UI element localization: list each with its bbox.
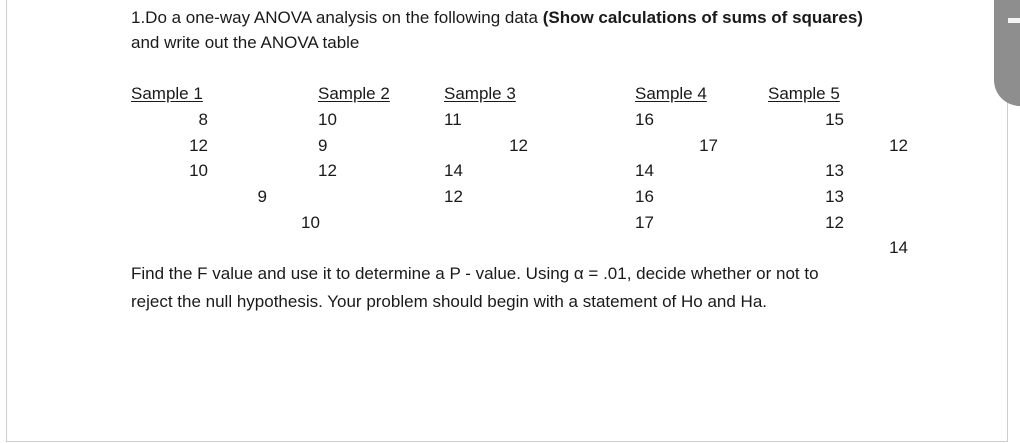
- cell: 12: [825, 213, 844, 232]
- cell: 14: [444, 161, 463, 180]
- header-sample-2: Sample 2: [318, 84, 390, 103]
- instructions-line-2: reject the null hypothesis. Your problem…: [131, 292, 767, 311]
- question-line-1: 1.Do a one-way ANOVA analysis on the fol…: [131, 8, 863, 28]
- cell: 12: [889, 136, 908, 155]
- side-scroll-tab[interactable]: [994, 0, 1020, 106]
- cell: 15: [825, 110, 844, 129]
- question-text: 1.Do a one-way ANOVA analysis on the fol…: [131, 8, 543, 27]
- header-sample-1: Sample 1: [131, 84, 203, 103]
- header-sample-4: Sample 4: [635, 84, 707, 103]
- cell: 14: [635, 161, 654, 180]
- cell: 12: [318, 161, 337, 180]
- header-sample-3: Sample 3: [444, 84, 516, 103]
- cell: 9: [257, 187, 267, 206]
- cell: 10: [189, 161, 208, 180]
- cell: 16: [635, 110, 654, 129]
- cell: 17: [635, 213, 654, 232]
- cell: 10: [301, 213, 320, 232]
- cell: 13: [825, 187, 844, 206]
- cell: 12: [444, 187, 463, 206]
- cell: 8: [198, 110, 208, 129]
- cell: 17: [699, 136, 718, 155]
- cell: 12: [189, 136, 208, 155]
- instructions-line-1: Find the F value and use it to determine…: [131, 264, 819, 283]
- cell: 9: [318, 136, 328, 155]
- cell: 10: [318, 110, 337, 129]
- cell: 12: [509, 136, 528, 155]
- cell: 13: [825, 161, 844, 180]
- header-sample-5: Sample 5: [768, 84, 840, 103]
- side-tab-mark: [1008, 18, 1020, 23]
- question-bold-text: (Show calculations of sums of squares): [542, 8, 863, 27]
- cell: 14: [889, 238, 908, 257]
- question-line-2: and write out the ANOVA table: [131, 33, 360, 52]
- cell: 11: [444, 110, 462, 129]
- cell: 16: [635, 187, 654, 206]
- document-page: [6, 0, 1008, 442]
